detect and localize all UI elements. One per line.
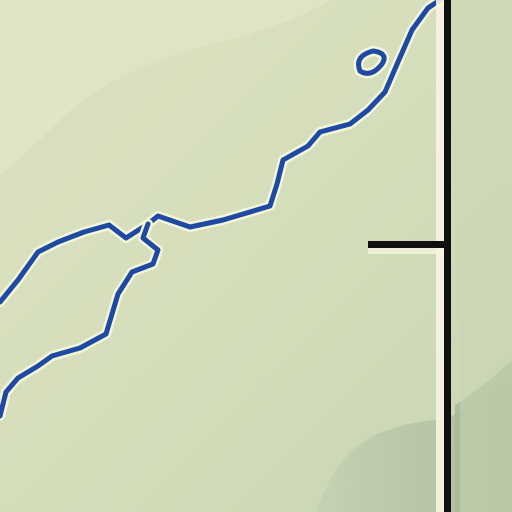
river-main: [0, 0, 443, 305]
rivers: [0, 0, 445, 421]
boundary-tick-highlight: [368, 247, 444, 254]
boundary-group: [368, 0, 451, 512]
boundary-tick: [368, 241, 444, 248]
vertical-boundary-highlight: [436, 0, 444, 512]
river-lower-branch: [0, 221, 161, 419]
terrain-shadow-right: [445, 0, 512, 512]
river-small-loop: [356, 48, 387, 76]
terrain-light-patch: [0, 0, 330, 175]
vertical-boundary-line: [444, 0, 451, 512]
